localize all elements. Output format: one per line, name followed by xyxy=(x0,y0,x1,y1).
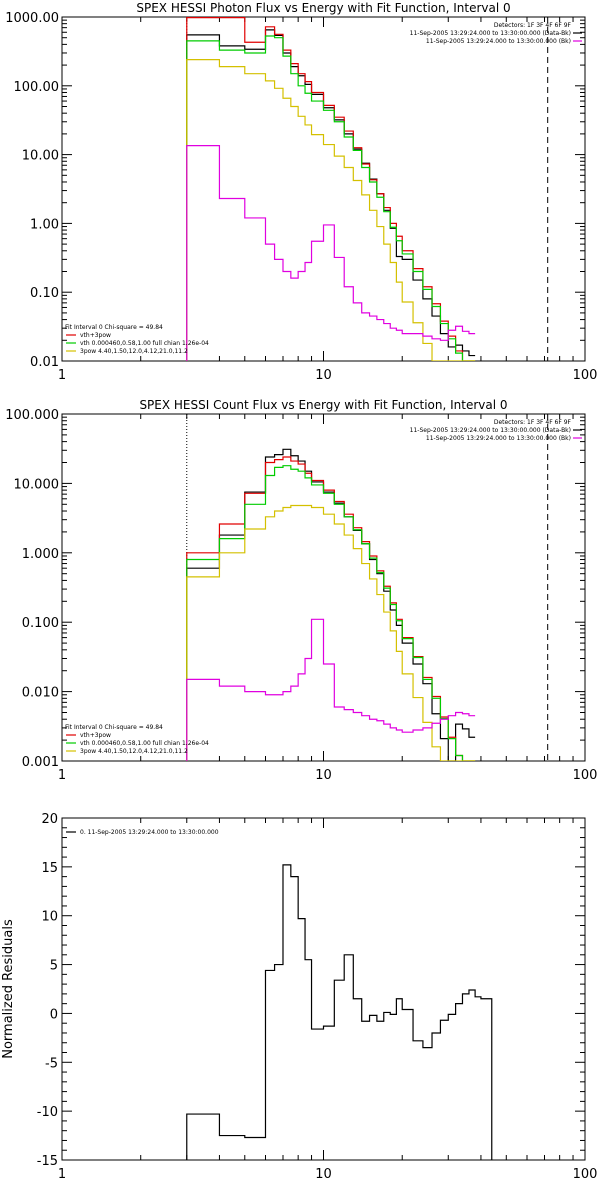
x-tick-label: 10 xyxy=(315,768,332,783)
y-tick-label: 0.001 xyxy=(22,755,59,770)
legend-right-entry: 11-Sep-2005 13:29:24.000 to 13:30:00.000… xyxy=(410,427,571,434)
y-tick-label: 100.000 xyxy=(5,408,59,423)
y-tick-label: 0.100 xyxy=(22,616,59,631)
chart-title: SPEX HESSI Photon Flux vs Energy with Fi… xyxy=(136,1,510,15)
y-tick-label: 1.000 xyxy=(22,547,59,562)
series-line-4 xyxy=(186,504,476,761)
y-tick-label: -5 xyxy=(45,1056,58,1071)
legend-left-entry: 3pow 4.40,1.50,12.0,4.12,21.0,11.2 xyxy=(80,348,188,355)
series-line-3 xyxy=(186,35,476,361)
legend-left-entry: 3pow 4.40,1.50,12.0,4.12,21.0,11.2 xyxy=(80,748,188,755)
plot-frame xyxy=(61,16,586,362)
x-tick-label: 10 xyxy=(315,1167,332,1182)
y-tick-label: -10 xyxy=(37,1105,58,1120)
legend-right-entry: 11-Sep-2005 13:29:24.000 to 13:30:00.000… xyxy=(410,30,571,37)
y-tick-label: 0.10 xyxy=(30,286,59,301)
x-tick-label: 10 xyxy=(315,368,332,383)
legend-right-entry: 11-Sep-2005 13:29:24.000 to 13:30:00.000… xyxy=(426,38,571,45)
y-tick-label: 100.00 xyxy=(14,80,60,95)
series-line-3 xyxy=(186,465,476,761)
chart-title: SPEX HESSI Count Flux vs Energy with Fit… xyxy=(139,398,507,412)
x-tick-label: 100 xyxy=(573,1167,598,1182)
y-tick-label: -15 xyxy=(37,1154,58,1169)
y-tick-label: 15 xyxy=(41,861,58,876)
legend-left-entry: 0. 11-Sep-2005 13:29:24.000 to 13:30:00.… xyxy=(80,829,219,836)
y-tick-label: 10.000 xyxy=(14,477,60,492)
y-tick-label: 10.00 xyxy=(22,149,59,164)
plot-frame xyxy=(61,413,586,762)
series-line-5 xyxy=(186,145,476,361)
legend-left-entry: vth+3pow xyxy=(80,332,111,339)
chart-panel-2: SPEX HESSI Count Flux vs Energy with Fit… xyxy=(5,398,597,783)
x-tick-label: 1 xyxy=(58,768,66,783)
y-tick-label: 1000.00 xyxy=(5,11,59,26)
legend-left-entry: Fit Interval 0 Chi-square = 49.84 xyxy=(65,724,163,731)
y-axis-label: Normalized Residuals xyxy=(1,919,16,1059)
chart-panel-1: SPEX HESSI Photon Flux vs Energy with Fi… xyxy=(5,1,597,383)
plot-frame xyxy=(61,817,586,1161)
y-tick-label: 0 xyxy=(50,1007,58,1022)
legend-left-entry: Fit Interval 0 Chi-square = 49.84 xyxy=(65,324,163,331)
x-tick-label: 100 xyxy=(573,368,598,383)
legend-right-entry: Detectors: 1F 3F 4F 6F 9F xyxy=(494,22,572,29)
y-tick-label: 10 xyxy=(41,910,58,925)
legend-left-entry: vth 0.000460,0.58,1.00 full chian 1.26e-… xyxy=(80,740,209,747)
x-tick-label: 1 xyxy=(58,368,66,383)
legend-left-entry: vth 0.000460,0.58,1.00 full chian 1.26e-… xyxy=(80,340,209,347)
y-tick-label: 20 xyxy=(41,812,58,827)
series-line-4 xyxy=(186,59,476,361)
legend-right-entry: Detectors: 1F 3F 4F 6F 9F xyxy=(494,419,572,426)
series-line-1 xyxy=(186,29,476,361)
chart-panel-3: 1 10 100 20 15 10 5 0 -5 -10 -15 Normalized Residua… xyxy=(1,812,597,1182)
series-line-5 xyxy=(186,618,476,761)
y-tick-label: 1.00 xyxy=(30,217,59,232)
series-group xyxy=(186,17,476,361)
y-tick-label: 5 xyxy=(50,959,58,974)
x-tick-label: 100 xyxy=(573,768,598,783)
x-tick-label: 1 xyxy=(58,1167,66,1182)
series-group xyxy=(186,448,476,761)
series-group xyxy=(186,864,493,1160)
legend-left-entry: vth+3pow xyxy=(80,732,111,739)
series-line-2 xyxy=(186,456,476,761)
y-tick-label: 0.010 xyxy=(22,686,59,701)
y-tick-label: 0.01 xyxy=(30,355,59,370)
series-line-1 xyxy=(186,448,476,761)
series-line-1 xyxy=(186,864,493,1160)
legend-right-entry: 11-Sep-2005 13:29:24.000 to 13:30:00.000… xyxy=(426,435,571,442)
